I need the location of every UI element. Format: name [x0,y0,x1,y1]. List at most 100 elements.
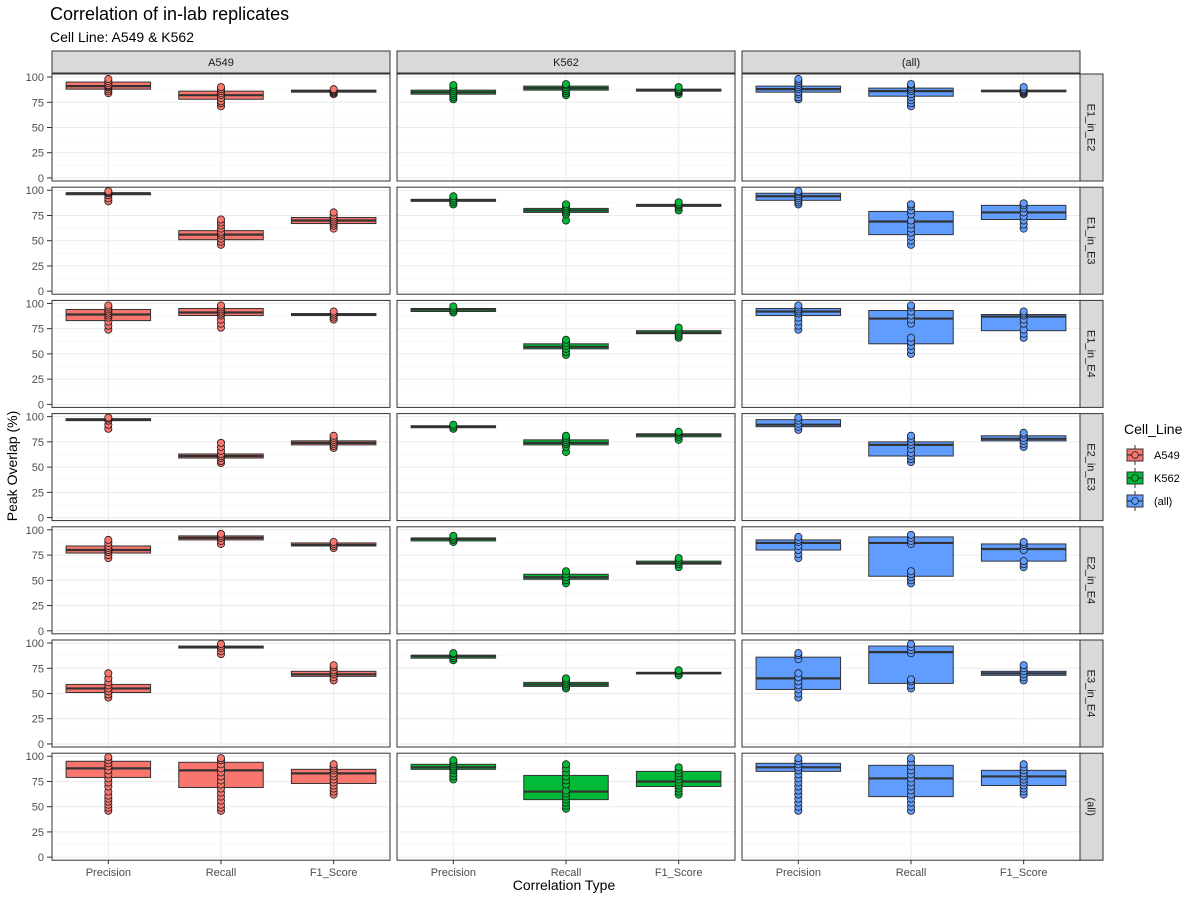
data-point [329,537,338,546]
data-point [794,669,803,678]
data-point [794,532,803,541]
panel-all-a549 [51,752,391,861]
y-tick-label: 75 [32,550,44,562]
data-point [674,323,683,332]
data-point [449,649,458,658]
data-point [449,756,458,765]
legend-key-point [1131,497,1139,505]
data-point [907,301,916,310]
y-tick-label: 50 [32,123,44,135]
y-tick-label: 100 [26,638,44,650]
panel-all-k562 [396,752,736,861]
data-point [329,85,338,94]
data-point [562,200,571,209]
data-point [216,301,225,310]
y-tick-label: 100 [26,525,44,537]
data-point [674,763,683,772]
x-tick-label-recall: Recall [551,867,582,879]
data-point [329,661,338,670]
panel-all-all [741,752,1081,861]
data-point [104,301,113,310]
panel-e1-in-e2-k562 [396,73,736,182]
panel-border [396,186,736,295]
data-point [794,75,803,84]
data-point [216,754,225,763]
data-point [1019,307,1028,316]
y-tick-label: 25 [32,601,44,613]
y-tick-label: 75 [32,324,44,336]
y-tick-label: 0 [38,513,44,525]
data-point [216,529,225,538]
data-point [907,675,916,684]
y-tick-label: 75 [32,437,44,449]
data-point [907,640,916,649]
x-tick-label-recall: Recall [206,867,237,879]
panel-border [396,639,736,748]
panel-e1-in-e4-a549 [51,299,391,408]
y-tick-label: 50 [32,462,44,474]
data-point [562,335,571,344]
panel-border [396,526,736,635]
col-strip-label-k562: K562 [553,57,579,69]
y-tick-label: 75 [32,210,44,222]
row-strip-label-e1-in-e4: E1_in_E4 [1085,330,1097,378]
y-tick-label: 75 [32,776,44,788]
data-point [794,649,803,658]
panel-border [51,186,391,295]
data-point [794,301,803,310]
data-point [216,640,225,649]
data-point [449,81,458,90]
data-point [449,302,458,311]
panel-border [741,639,1081,748]
data-point [329,760,338,769]
facet-panels: A549 K562 (all) E1_in_E2 0 25 50 75 100 E1_in_E3 0… [26,50,1104,879]
panel-border [51,73,391,182]
y-tick-label: 50 [32,236,44,248]
legend-label-a549: A549 [1154,450,1180,462]
data-point [1019,199,1028,208]
legend-label-all: (all) [1154,496,1172,508]
data-point [907,567,916,576]
panel-e3-in-e4-all [741,639,1081,748]
legend-key-point [1131,474,1139,482]
panel-e1-in-e3-k562 [396,186,736,295]
panel-border [741,186,1081,295]
y-tick-label: 0 [38,852,44,864]
panel-e1-in-e4-k562 [396,299,736,408]
data-point [104,187,113,196]
chart-subtitle: Cell Line: A549 & K562 [50,29,194,45]
panel-e2-in-e3-a549 [51,413,391,522]
panel-border [396,413,736,522]
legend-label-k562: K562 [1154,473,1180,485]
x-tick-label-f1-score: F1_Score [1000,867,1048,879]
data-point [562,674,571,683]
y-tick-label: 0 [38,626,44,638]
panel-border [741,526,1081,635]
chart-title: Correlation of in-lab replicates [50,4,289,24]
panel-border [741,299,1081,408]
data-point [674,666,683,675]
legend-item-k562: K562 [1126,468,1180,488]
data-point [1019,83,1028,92]
data-point [907,754,916,763]
data-point [907,200,916,209]
data-point [562,567,571,576]
y-tick-label: 100 [26,72,44,84]
y-tick-label: 0 [38,173,44,185]
row-strip-label-e2-in-e3: E2_in_E3 [1085,443,1097,491]
panel-border [51,413,391,522]
panel-e2-in-e3-all [741,413,1081,522]
panel-e1-in-e2-all [741,73,1081,182]
legend-item-all: (all) [1126,491,1172,511]
legend-item-a549: A549 [1126,445,1180,465]
data-point [104,75,113,84]
data-point [1019,661,1028,670]
panel-e2-in-e4-all [741,526,1081,635]
data-point [216,83,225,92]
data-point [329,307,338,316]
y-tick-label: 25 [32,148,44,160]
panel-border [51,639,391,748]
col-strip-label-a549: A549 [208,57,234,69]
data-point [907,530,916,539]
